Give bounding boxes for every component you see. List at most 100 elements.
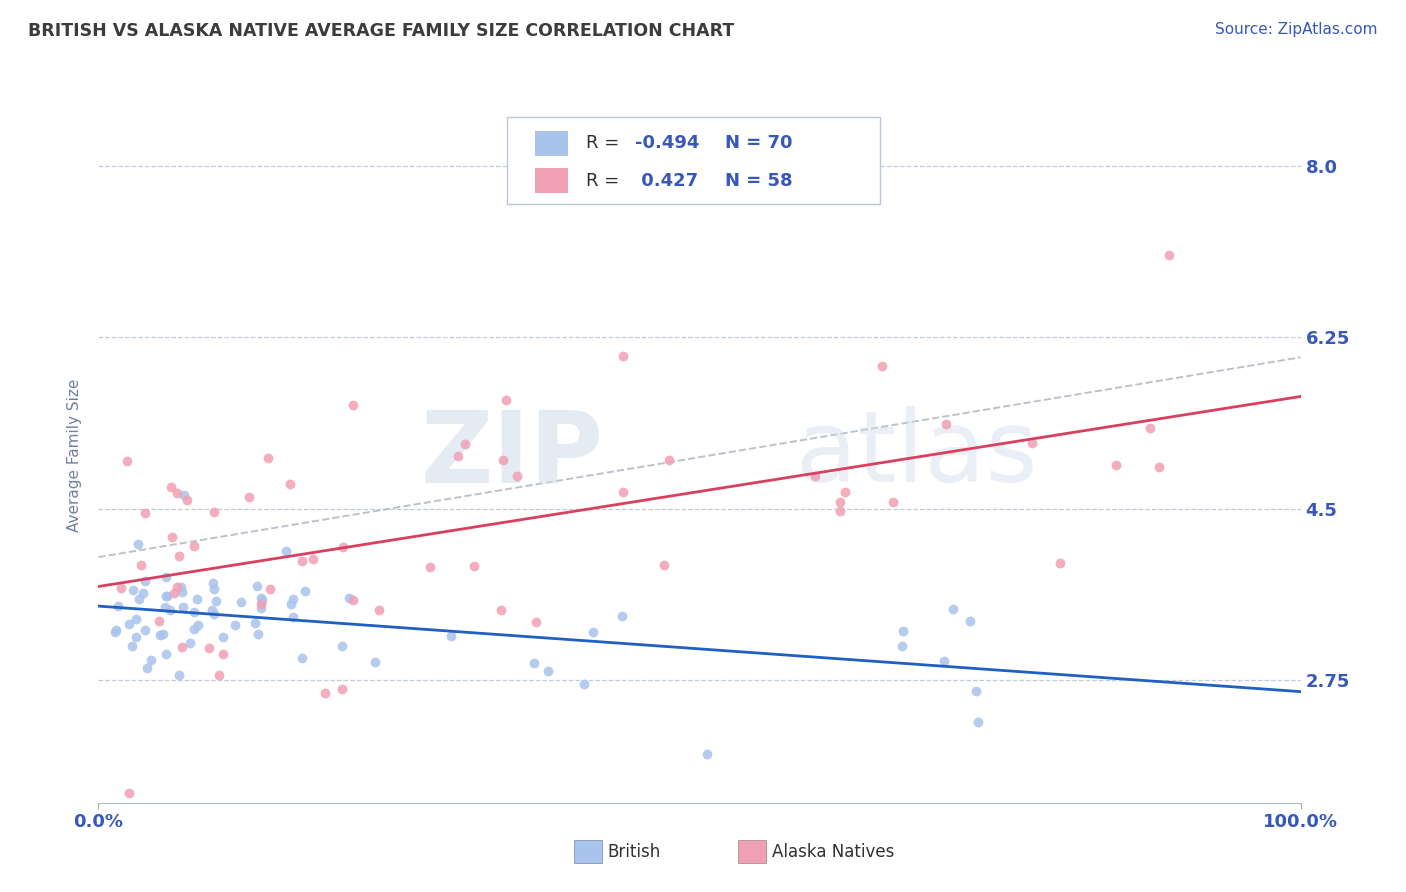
Point: [301, 551, 323, 566]
Point: [249, 591, 271, 606]
Point: [166, 580, 188, 594]
Point: [121, 639, 143, 653]
Text: ZIP: ZIP: [420, 407, 603, 503]
Point: [170, 580, 193, 594]
Bar: [534, 169, 568, 194]
Point: [870, 359, 893, 374]
Text: R =: R =: [586, 172, 626, 190]
Point: [257, 450, 280, 465]
Point: [212, 630, 235, 644]
Point: [492, 453, 515, 467]
Point: [314, 686, 336, 700]
Point: [104, 625, 127, 640]
Text: -0.494: -0.494: [634, 135, 699, 153]
Point: [155, 648, 177, 662]
Point: [118, 786, 141, 800]
Point: [201, 575, 224, 590]
Point: [173, 488, 195, 502]
Point: [463, 558, 485, 573]
Point: [155, 589, 177, 603]
Point: [148, 614, 170, 628]
Text: British: British: [607, 843, 661, 861]
Point: [167, 668, 190, 682]
Point: [1021, 436, 1043, 450]
Point: [107, 599, 129, 614]
Point: [201, 603, 224, 617]
Point: [294, 583, 316, 598]
Point: [582, 625, 605, 640]
Text: Source: ZipAtlas.com: Source: ZipAtlas.com: [1215, 22, 1378, 37]
Point: [187, 617, 209, 632]
Point: [367, 603, 389, 617]
Point: [202, 607, 225, 622]
Point: [134, 624, 156, 638]
Point: [170, 640, 193, 654]
Point: [419, 560, 441, 574]
Point: [882, 495, 904, 509]
Point: [155, 570, 177, 584]
Point: [127, 537, 149, 551]
Point: [238, 490, 260, 504]
Point: [830, 495, 852, 509]
Point: [125, 630, 148, 644]
Point: [834, 485, 856, 500]
Point: [110, 581, 132, 595]
Point: [274, 543, 297, 558]
Point: [134, 574, 156, 588]
Point: [610, 609, 633, 624]
Point: [135, 661, 157, 675]
Point: [291, 650, 314, 665]
Point: [179, 635, 201, 649]
Point: [942, 602, 965, 616]
Y-axis label: Average Family Size: Average Family Size: [67, 378, 83, 532]
Point: [156, 590, 179, 604]
Point: [803, 469, 825, 483]
Point: [283, 610, 305, 624]
Point: [149, 628, 172, 642]
Point: [183, 605, 205, 619]
Point: [172, 585, 194, 599]
Point: [330, 681, 353, 696]
Point: [159, 603, 181, 617]
Point: [935, 417, 957, 432]
Point: [186, 592, 208, 607]
Point: [224, 617, 246, 632]
Point: [891, 624, 914, 639]
Point: [250, 597, 273, 611]
Point: [128, 591, 150, 606]
Point: [364, 655, 387, 669]
Point: [330, 639, 353, 653]
Point: [129, 558, 152, 573]
Point: [246, 579, 269, 593]
Point: [280, 598, 302, 612]
Point: [249, 600, 271, 615]
Point: [167, 549, 190, 564]
Point: [198, 640, 221, 655]
Point: [132, 586, 155, 600]
Point: [212, 648, 235, 662]
Point: [342, 592, 364, 607]
Point: [505, 469, 527, 483]
Text: BRITISH VS ALASKA NATIVE AVERAGE FAMILY SIZE CORRELATION CHART: BRITISH VS ALASKA NATIVE AVERAGE FAMILY …: [28, 22, 734, 40]
Point: [202, 582, 225, 597]
Point: [134, 506, 156, 520]
Text: 0.427: 0.427: [634, 172, 697, 190]
Point: [202, 506, 225, 520]
Point: [495, 392, 517, 407]
Point: [172, 599, 194, 614]
Point: [454, 436, 477, 450]
Point: [208, 667, 231, 681]
Point: [290, 554, 312, 568]
Point: [342, 398, 364, 412]
Point: [125, 612, 148, 626]
Point: [246, 627, 269, 641]
Point: [104, 624, 127, 638]
Point: [115, 454, 138, 468]
Point: [153, 599, 176, 614]
Text: atlas: atlas: [796, 407, 1038, 503]
Point: [696, 747, 718, 761]
FancyBboxPatch shape: [508, 118, 880, 204]
Point: [278, 476, 301, 491]
Point: [967, 715, 990, 730]
Point: [612, 484, 634, 499]
